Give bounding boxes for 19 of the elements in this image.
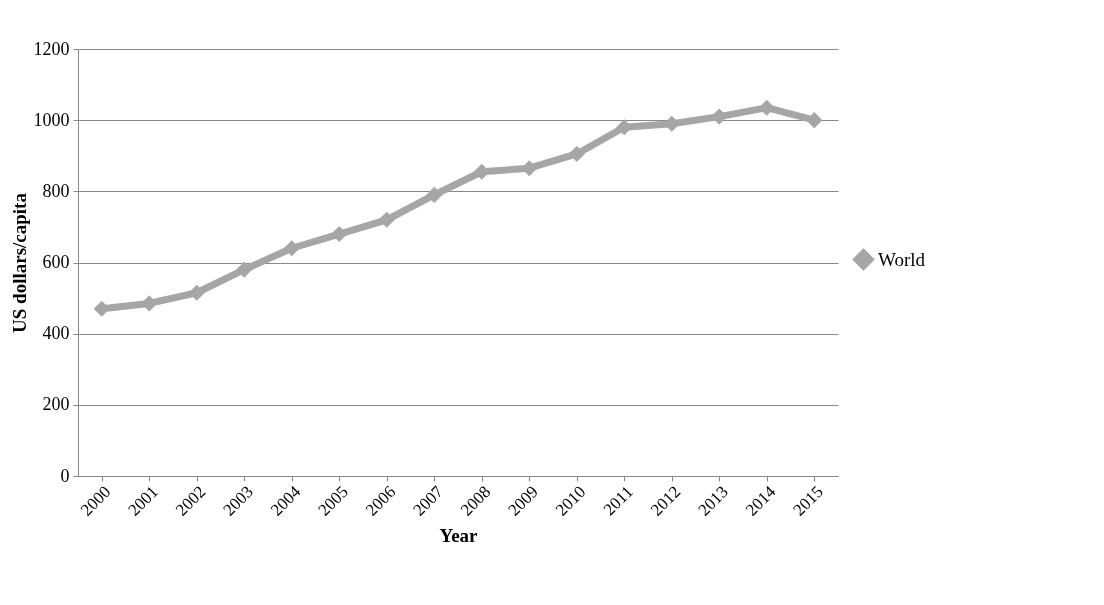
y-tick-label: 600 [42,252,70,272]
point [378,211,395,228]
x-axis-title: Year [439,524,479,546]
legend-label: World [878,248,926,270]
y-tick-label: 800 [42,180,70,201]
y-tick-label: 1000 [33,109,70,130]
point [283,240,300,257]
point [426,186,443,203]
y-tick-label: 1200 [33,38,70,59]
y-axis-title: US dollars/capita [8,192,30,333]
point [568,145,585,163]
y-tick-label: 400 [42,323,70,344]
y-tick-label: 200 [42,394,70,415]
point [806,112,823,129]
point [236,261,253,278]
point [188,284,205,301]
point [758,99,775,116]
point [331,225,348,243]
y-tick-label: 0 [60,465,70,486]
